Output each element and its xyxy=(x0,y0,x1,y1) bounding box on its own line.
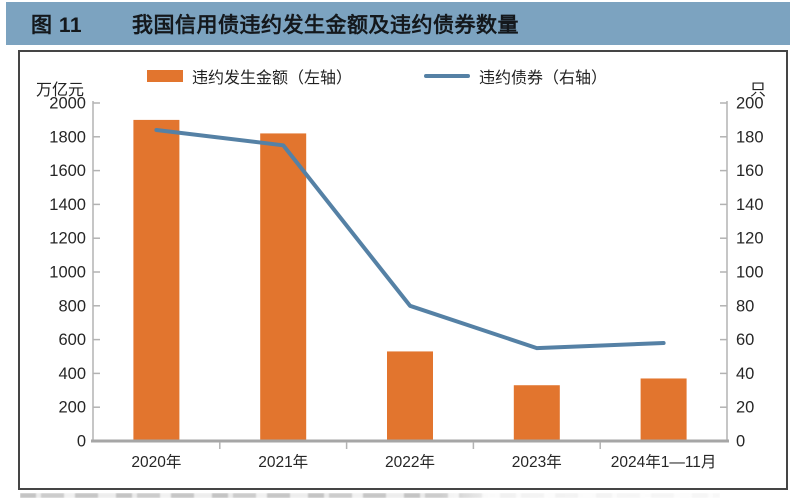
y-axis-left-tick-label: 800 xyxy=(58,297,86,315)
x-axis-category-label: 2022年 xyxy=(385,453,435,471)
legend-label-bar-series: 违约发生金额（左轴） xyxy=(192,70,353,87)
y-axis-left-tick-label: 0 xyxy=(77,433,86,451)
y-axis-left-tick-label: 1600 xyxy=(49,162,86,180)
y-axis-right-tick-label: 80 xyxy=(736,297,754,315)
y-axis-left-tick-label: 400 xyxy=(58,365,86,383)
y-axis-left-tick-label: 200 xyxy=(58,399,86,417)
y-axis-left-tick-label: 1800 xyxy=(49,128,86,146)
y-axis-left-tick-label: 1000 xyxy=(49,264,86,282)
defaulted-bonds-count-line xyxy=(154,128,666,351)
bar-2022年 xyxy=(387,351,433,441)
bar-2020年 xyxy=(133,119,180,442)
y-axis-right-tick-label: 20 xyxy=(736,399,754,417)
legend-item-bar-series: 违约发生金额（左轴） xyxy=(147,64,352,88)
y-axis-right-tick-label: 160 xyxy=(736,162,764,180)
y-axis-left-tick-label: 1400 xyxy=(49,196,86,214)
y-axis-left-tick-label: 2000 xyxy=(49,95,86,113)
combo-chart: 0 200 400 600 800 1000 1200 1400 1600 1800 2000 0 20… xyxy=(49,95,764,472)
legend-label-line-series: 违约债券（右轴） xyxy=(479,70,608,87)
y-axis-right-tick-label: 60 xyxy=(736,331,754,349)
bar-2021年 xyxy=(260,133,307,442)
figure-title: 我国信用债违约发生金额及违约债券数量 xyxy=(132,13,520,37)
chart-panel: 违约发生金额（左轴） 违约债券（右轴） 万亿元 只 0 200 400 600 800 1… xyxy=(18,50,788,490)
y-axis-right-tick-label: 120 xyxy=(736,230,764,248)
x-axis-category-label: 2020年 xyxy=(131,453,181,471)
left-axis-unit-label: 万亿元 xyxy=(36,82,85,99)
x-axis-category-label: 2023年 xyxy=(512,453,562,471)
chart-legend: 违约发生金额（左轴） 违约债券（右轴） xyxy=(147,64,607,88)
bar-2023年 xyxy=(513,385,560,441)
x-axis-category-label: 2021年 xyxy=(258,453,308,471)
bar-series-swatch-icon xyxy=(147,70,183,82)
right-axis-unit-label: 只 xyxy=(750,82,767,99)
y-axis-left-tick-label: 1200 xyxy=(49,230,86,248)
legend-item-line-series: 违约债券（右轴） xyxy=(424,64,607,88)
y-axis-right-tick-label: 180 xyxy=(736,128,764,146)
y-axis-right-tick-label: 0 xyxy=(736,433,745,451)
y-axis-right-tick-label: 200 xyxy=(736,95,764,113)
figure-title-bar: 图 11 我国信用债违约发生金额及违约债券数量 xyxy=(6,2,790,45)
clipped-source-text xyxy=(20,493,720,498)
bar-2024年1—11月 xyxy=(640,378,687,441)
y-axis-right-tick-label: 140 xyxy=(736,196,764,214)
line-series-swatch-icon xyxy=(424,73,471,79)
y-axis-left-tick-label: 600 xyxy=(58,331,86,349)
figure-number: 图 11 xyxy=(31,13,83,37)
y-axis-right-tick-label: 40 xyxy=(736,365,754,383)
x-axis-category-label: 2024年1—11月 xyxy=(611,453,717,471)
y-axis-right-tick-label: 100 xyxy=(736,264,764,282)
